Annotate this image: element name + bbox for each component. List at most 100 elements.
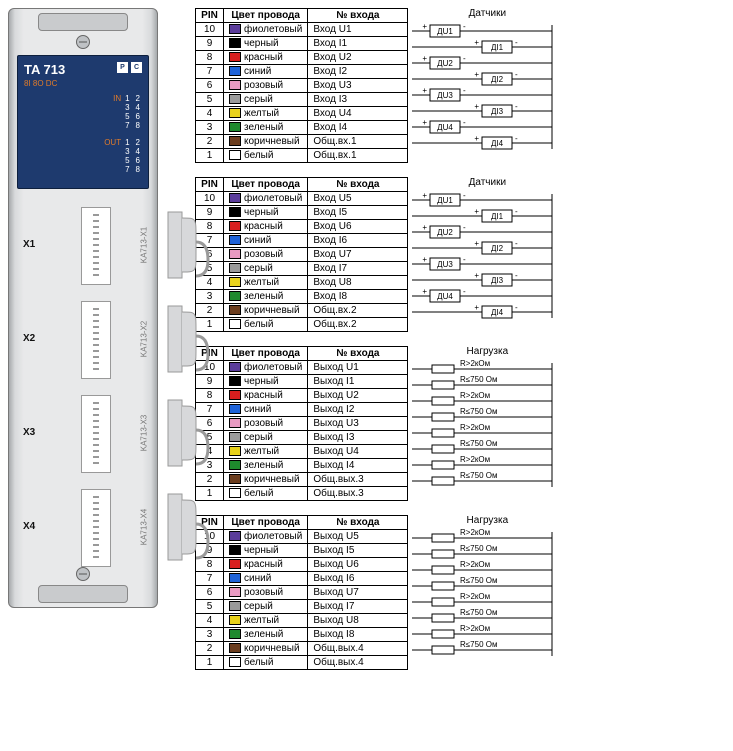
svg-text:R≤750 Ом: R≤750 Ом (460, 608, 497, 617)
table-row: 3зеленыйВход I8 (196, 290, 408, 304)
cell-io: Выход I4 (308, 459, 408, 473)
svg-text:-: - (515, 303, 518, 312)
color-swatch (229, 432, 241, 442)
cell-color: красный (224, 558, 308, 572)
cell-color: зеленый (224, 459, 308, 473)
connector-x4 (81, 489, 111, 567)
cell-io: Общ.вых.4 (308, 642, 408, 656)
pinout-table: PINЦвет провода№ входа10фиолетовыйВход U… (195, 177, 408, 332)
svg-text:ДI2: ДI2 (491, 244, 504, 253)
cell-pin: 10 (196, 23, 224, 37)
connector-pins (93, 496, 99, 560)
cell-io: Вход I2 (308, 65, 408, 79)
pinout-block-1: PINЦвет провода№ входа10фиолетовыйВход U… (195, 8, 725, 163)
cell-io: Общ.вх.1 (308, 135, 408, 149)
cell-io: Вход I3 (308, 93, 408, 107)
color-swatch (229, 531, 241, 541)
svg-text:-: - (463, 287, 466, 296)
table-row: 1белыйОбщ.вых.4 (196, 656, 408, 670)
cell-io: Вход U6 (308, 220, 408, 234)
svg-text:R≤750 Ом: R≤750 Ом (460, 471, 497, 480)
table-row: 7синийВыход I2 (196, 403, 408, 417)
color-swatch (229, 319, 241, 329)
svg-text:R>2кОм: R>2кОм (460, 560, 490, 569)
svg-text:+: + (475, 102, 480, 111)
cell-pin: 4 (196, 107, 224, 121)
cell-color: синий (224, 65, 308, 79)
cell-io: Выход U6 (308, 558, 408, 572)
cable-x4: KA713-X4 (166, 488, 210, 566)
table-row: 9черныйВыход I1 (196, 375, 408, 389)
cell-pin: 2 (196, 642, 224, 656)
module-faceplate: TA 713 8I 8O DC P C IN12345678OUT1234567… (17, 55, 149, 189)
cell-io: Вход U5 (308, 192, 408, 206)
table-row: 9черныйВыход I5 (196, 544, 408, 558)
table-row: 2коричневыйОбщ.вх.1 (196, 135, 408, 149)
table-row: 8красныйВход U2 (196, 51, 408, 65)
connector-label-x4: X4 (23, 521, 35, 532)
cell-color: серый (224, 93, 308, 107)
table-row: 3зеленыйВход I4 (196, 121, 408, 135)
sensor-diagram: ДатчикиДU1+-ДI1+-ДU2+-ДI2+-ДU3+-ДI3+-ДU4… (412, 8, 562, 153)
cell-color: красный (224, 51, 308, 65)
io-legend-label: OUT (104, 138, 121, 147)
table-row: 8красныйВыход U2 (196, 389, 408, 403)
sensor-diagram: ДатчикиДU1+-ДI1+-ДU2+-ДI2+-ДU3+-ДI3+-ДU4… (412, 177, 562, 322)
color-swatch (229, 136, 241, 146)
load-diagram: НагрузкаR>2кОмR≤750 ОмR>2кОмR≤750 ОмR>2к… (412, 346, 562, 491)
svg-text:ДI4: ДI4 (491, 139, 504, 148)
cell-color: коричневый (224, 473, 308, 487)
color-swatch (229, 657, 241, 667)
cell-pin: 1 (196, 656, 224, 670)
color-swatch (229, 643, 241, 653)
table-row: 10фиолетовыйВход U5 (196, 192, 408, 206)
color-swatch (229, 150, 241, 160)
svg-text:ДI3: ДI3 (491, 107, 504, 116)
faceplate-io-legend: IN12345678OUT12345678 (104, 94, 140, 182)
cell-color: зеленый (224, 121, 308, 135)
module-column: TA 713 8I 8O DC P C IN12345678OUT1234567… (8, 8, 183, 670)
svg-text:-: - (463, 255, 466, 264)
cell-io: Выход U4 (308, 445, 408, 459)
color-swatch (229, 235, 241, 245)
cell-pin: 5 (196, 93, 224, 107)
cell-io: Выход U2 (308, 389, 408, 403)
cell-pin: 10 (196, 192, 224, 206)
cell-io: Выход U5 (308, 530, 408, 544)
load-diagram: НагрузкаR>2кОмR≤750 ОмR>2кОмR≤750 ОмR>2к… (412, 515, 562, 660)
cell-io: Вход U7 (308, 248, 408, 262)
svg-text:-: - (515, 38, 518, 47)
table-row: 2коричневыйОбщ.вх.2 (196, 304, 408, 318)
color-swatch (229, 122, 241, 132)
col-pin: PIN (196, 178, 224, 192)
svg-text:+: + (423, 54, 428, 63)
color-swatch (229, 305, 241, 315)
cell-pin: 8 (196, 51, 224, 65)
cell-color: красный (224, 389, 308, 403)
col-io: № входа (308, 347, 408, 361)
color-swatch (229, 559, 241, 569)
cell-color: белый (224, 149, 308, 163)
color-swatch (229, 615, 241, 625)
cell-pin: 3 (196, 121, 224, 135)
cable-label: KA713-X4 (139, 509, 148, 545)
cell-pin: 6 (196, 586, 224, 600)
svg-text:-: - (515, 207, 518, 216)
table-row: 10фиолетовыйВход U1 (196, 23, 408, 37)
cell-color: розовый (224, 248, 308, 262)
svg-text:+: + (423, 223, 428, 232)
table-row: 1белыйОбщ.вых.3 (196, 487, 408, 501)
color-swatch (229, 193, 241, 203)
svg-text:+: + (475, 134, 480, 143)
svg-text:R≤750 Ом: R≤750 Ом (460, 640, 497, 649)
connector-pins (93, 402, 99, 466)
table-row: 5серыйВход I7 (196, 262, 408, 276)
diagram-title: Датчики (412, 8, 562, 19)
col-pin: PIN (196, 9, 224, 23)
svg-text:R>2кОм: R>2кОм (460, 423, 490, 432)
svg-text:R>2кОм: R>2кОм (460, 528, 490, 537)
color-swatch (229, 418, 241, 428)
cell-color: фиолетовый (224, 530, 308, 544)
io-legend-pins: 12345678 (125, 138, 140, 174)
cell-color: серый (224, 600, 308, 614)
